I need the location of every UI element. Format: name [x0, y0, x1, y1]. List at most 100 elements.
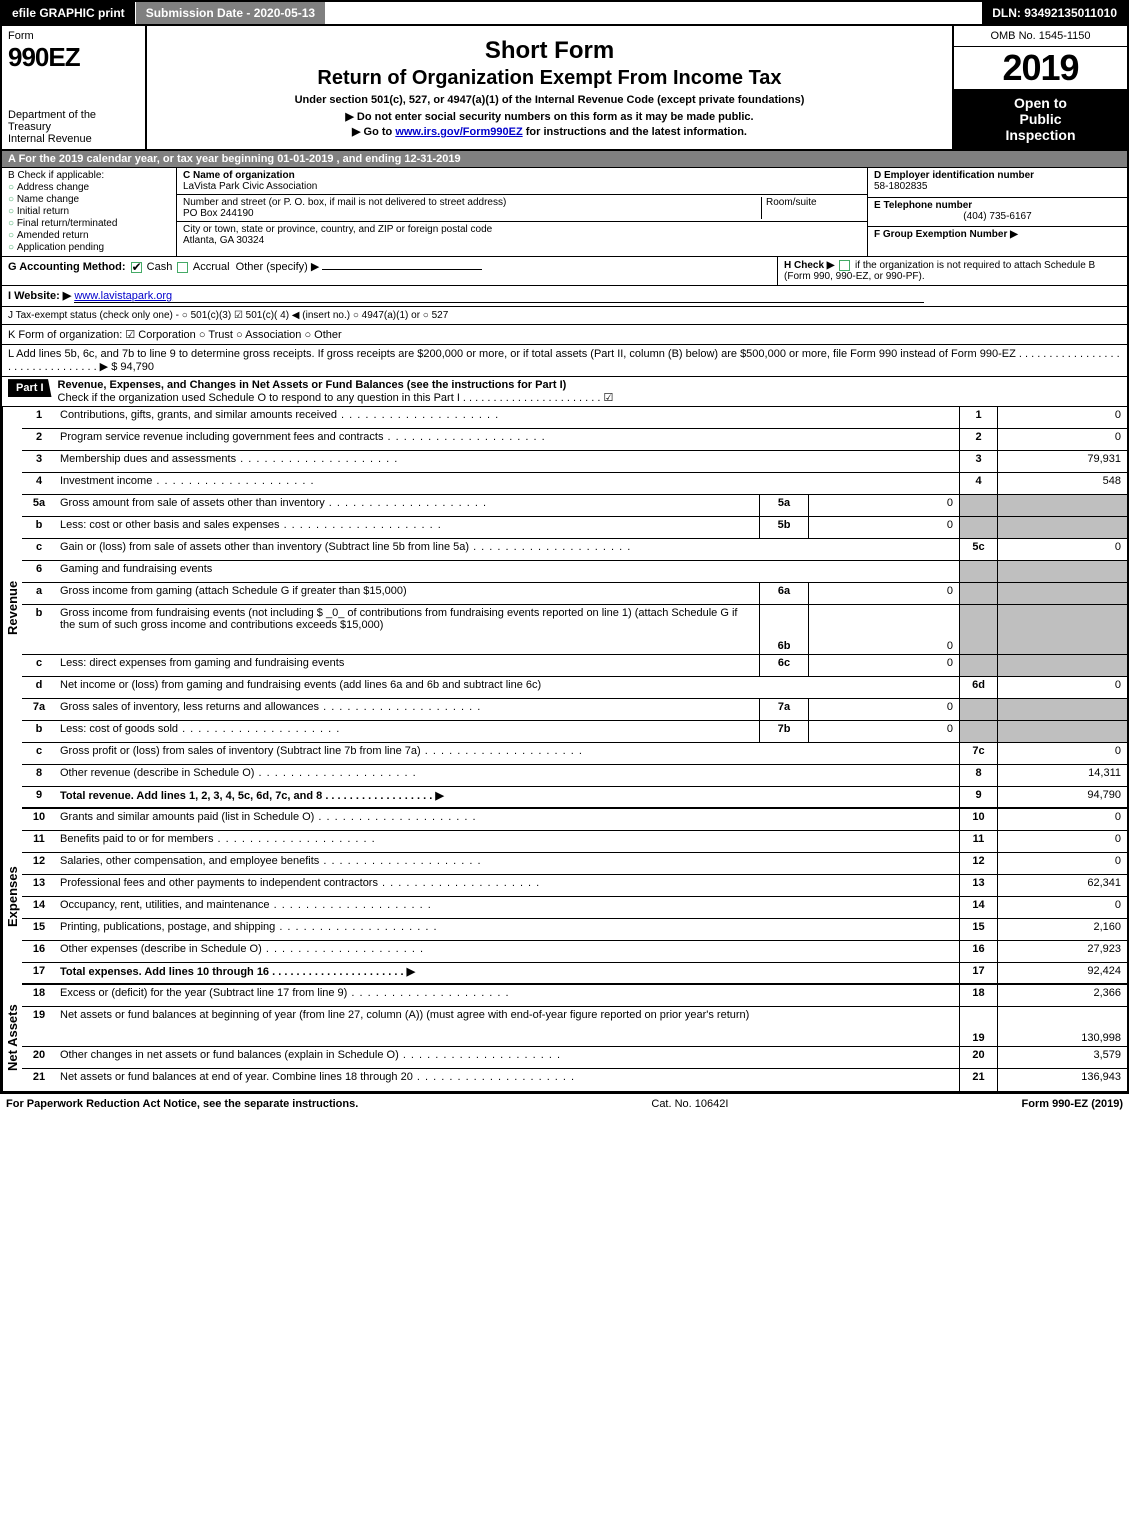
line-3-desc: Membership dues and assessments	[56, 451, 959, 472]
line-6c-subval: 0	[809, 655, 959, 676]
line-6c-val	[997, 655, 1127, 676]
line-12-desc: Salaries, other compensation, and employ…	[56, 853, 959, 874]
row-k-form-org: K Form of organization: ☑ Corporation ○ …	[2, 325, 1127, 345]
chk-address-change[interactable]: Address change	[8, 182, 170, 193]
line-6a-subval: 0	[809, 583, 959, 604]
subtitle-ssn: ▶ Do not enter social security numbers o…	[345, 110, 753, 123]
line-5b: b Less: cost or other basis and sales ex…	[22, 517, 1127, 539]
line-6-val	[997, 561, 1127, 582]
line-15-desc: Printing, publications, postage, and shi…	[56, 919, 959, 940]
tel-label: E Telephone number	[874, 200, 1121, 211]
entity-section: B Check if applicable: Address change Na…	[2, 168, 1127, 257]
line-18: 18 Excess or (deficit) for the year (Sub…	[22, 985, 1127, 1007]
line-6b: b Gross income from fundraising events (…	[22, 605, 1127, 655]
line-6a-num: a	[22, 583, 56, 604]
efile-print-button[interactable]: efile GRAPHIC print	[2, 2, 136, 24]
line-11-val: 0	[997, 831, 1127, 852]
street-label: Number and street (or P. O. box, if mail…	[183, 197, 761, 208]
line-2-desc: Program service revenue including govern…	[56, 429, 959, 450]
line-14: 14 Occupancy, rent, utilities, and maint…	[22, 897, 1127, 919]
line-5a-desc: Gross amount from sale of assets other t…	[56, 495, 759, 516]
line-9-num: 9	[22, 787, 56, 807]
line-5a-subbox: 5a	[759, 495, 809, 516]
line-5a-subval: 0	[809, 495, 959, 516]
line-18-val: 2,366	[997, 985, 1127, 1006]
website-label: I Website: ▶	[8, 290, 71, 302]
website-link[interactable]: www.lavistapark.org	[74, 290, 172, 302]
line-6c-subbox: 6c	[759, 655, 809, 676]
line-6c-desc: Less: direct expenses from gaming and fu…	[56, 655, 759, 676]
line-15: 15 Printing, publications, postage, and …	[22, 919, 1127, 941]
line-3-val: 79,931	[997, 451, 1127, 472]
line-20-val: 3,579	[997, 1047, 1127, 1068]
irs-link[interactable]: www.irs.gov/Form990EZ	[395, 126, 522, 138]
line-8-val: 14,311	[997, 765, 1127, 786]
part-1-title: Revenue, Expenses, and Changes in Net As…	[58, 379, 567, 391]
line-4-col: 4	[959, 473, 997, 494]
line-6b-desc: Gross income from fundraising events (no…	[56, 605, 759, 654]
line-7a: 7a Gross sales of inventory, less return…	[22, 699, 1127, 721]
line-6: 6 Gaming and fundraising events	[22, 561, 1127, 583]
line-5b-val	[997, 517, 1127, 538]
line-4-val: 548	[997, 473, 1127, 494]
line-19-val: 130,998	[997, 1007, 1127, 1046]
line-7c: c Gross profit or (loss) from sales of i…	[22, 743, 1127, 765]
chk-schedule-b[interactable]	[839, 260, 850, 271]
line-6-desc: Gaming and fundraising events	[56, 561, 959, 582]
line-2-val: 0	[997, 429, 1127, 450]
line-7b-desc: Less: cost of goods sold	[56, 721, 759, 742]
subtitle-goto: ▶ Go to www.irs.gov/Form990EZ for instru…	[352, 125, 747, 138]
line-14-num: 14	[22, 897, 56, 918]
line-7a-subbox: 7a	[759, 699, 809, 720]
other-specify-input[interactable]	[322, 269, 482, 270]
line-7a-val	[997, 699, 1127, 720]
line-21-val: 136,943	[997, 1069, 1127, 1091]
part-1-check[interactable]: ☑	[604, 392, 614, 404]
dept-label: Department of the Treasury	[8, 109, 139, 133]
line-6a-val	[997, 583, 1127, 604]
topbar: efile GRAPHIC print Submission Date - 20…	[2, 2, 1127, 26]
line-13-col: 13	[959, 875, 997, 896]
chk-amended-return[interactable]: Amended return	[8, 230, 170, 241]
line-7a-desc: Gross sales of inventory, less returns a…	[56, 699, 759, 720]
line-12-num: 12	[22, 853, 56, 874]
line-6-num: 6	[22, 561, 56, 582]
line-21-col: 21	[959, 1069, 997, 1091]
line-2-num: 2	[22, 429, 56, 450]
line-5b-col	[959, 517, 997, 538]
header-center: Short Form Return of Organization Exempt…	[147, 26, 952, 149]
line-13-val: 62,341	[997, 875, 1127, 896]
line-21: 21 Net assets or fund balances at end of…	[22, 1069, 1127, 1091]
chk-final-return[interactable]: Final return/terminated	[8, 218, 170, 229]
line-12-col: 12	[959, 853, 997, 874]
line-12-val: 0	[997, 853, 1127, 874]
lbl-other: Other (specify) ▶	[236, 261, 320, 273]
line-3: 3 Membership dues and assessments 3 79,9…	[22, 451, 1127, 473]
row-l-text: L Add lines 5b, 6c, and 7b to line 9 to …	[8, 348, 1120, 373]
line-5b-subval: 0	[809, 517, 959, 538]
row-i: I Website: ▶ www.lavistapark.org	[2, 286, 1127, 307]
row-j-tax-exempt: J Tax-exempt status (check only one) - ○…	[2, 307, 1127, 325]
line-11-num: 11	[22, 831, 56, 852]
city-label: City or town, state or province, country…	[183, 224, 861, 235]
header: Form 990EZ Department of the Treasury In…	[2, 26, 1127, 151]
org-name-label: C Name of organization	[183, 170, 861, 181]
line-7b-num: b	[22, 721, 56, 742]
box-b: B Check if applicable: Address change Na…	[2, 168, 177, 256]
line-8-col: 8	[959, 765, 997, 786]
box-b-label: B Check if applicable:	[8, 170, 170, 181]
ein-label: D Employer identification number	[874, 170, 1121, 181]
chk-name-change[interactable]: Name change	[8, 194, 170, 205]
part-1-sub: Check if the organization used Schedule …	[58, 392, 601, 404]
line-8-num: 8	[22, 765, 56, 786]
chk-cash[interactable]	[131, 262, 142, 273]
line-6b-subval: 0	[809, 605, 959, 654]
line-6d-val: 0	[997, 677, 1127, 698]
chk-application-pending[interactable]: Application pending	[8, 242, 170, 253]
org-name: LaVista Park Civic Association	[183, 181, 861, 192]
subtitle-section: Under section 501(c), 527, or 4947(a)(1)…	[295, 94, 805, 106]
chk-accrual[interactable]	[177, 262, 188, 273]
inspection-l1: Open to	[956, 95, 1125, 111]
line-6a: a Gross income from gaming (attach Sched…	[22, 583, 1127, 605]
chk-initial-return[interactable]: Initial return	[8, 206, 170, 217]
